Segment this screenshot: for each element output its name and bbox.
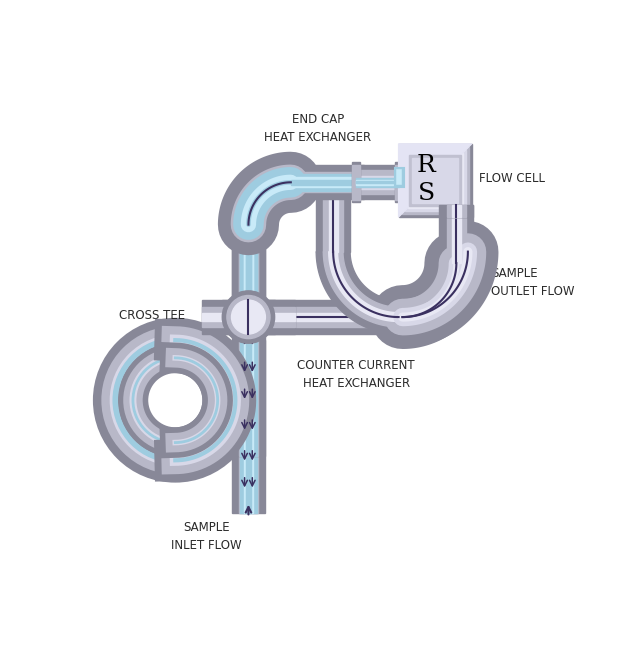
- Bar: [356, 170, 399, 194]
- Bar: [316, 198, 350, 251]
- Bar: [246, 340, 250, 456]
- Text: R: R: [417, 154, 436, 177]
- Bar: [246, 225, 250, 317]
- Circle shape: [231, 300, 265, 334]
- Bar: [246, 225, 250, 317]
- Bar: [233, 300, 264, 334]
- Text: S: S: [418, 182, 435, 205]
- Bar: [265, 300, 402, 334]
- Bar: [356, 165, 399, 199]
- Bar: [242, 300, 255, 334]
- Bar: [399, 144, 472, 217]
- Bar: [240, 225, 257, 317]
- Text: END CAP
HEAT EXCHANGER: END CAP HEAT EXCHANGER: [264, 113, 371, 144]
- Bar: [202, 307, 294, 327]
- Bar: [239, 340, 259, 456]
- Bar: [244, 225, 253, 317]
- Bar: [244, 340, 253, 456]
- Bar: [265, 313, 402, 321]
- Polygon shape: [323, 251, 399, 327]
- Bar: [291, 180, 364, 185]
- Bar: [446, 206, 466, 263]
- Bar: [244, 225, 253, 317]
- Bar: [452, 206, 461, 217]
- Bar: [239, 225, 259, 317]
- Bar: [231, 340, 265, 456]
- Bar: [291, 178, 364, 187]
- Bar: [412, 157, 458, 203]
- Bar: [202, 300, 294, 334]
- Polygon shape: [329, 251, 399, 321]
- Bar: [356, 180, 399, 185]
- Bar: [408, 153, 463, 208]
- Bar: [329, 198, 337, 251]
- Bar: [222, 300, 275, 334]
- Bar: [356, 178, 399, 187]
- Bar: [265, 307, 402, 327]
- Circle shape: [227, 296, 270, 339]
- Bar: [405, 150, 466, 211]
- Circle shape: [222, 291, 275, 343]
- Text: CROSS TEE: CROSS TEE: [119, 309, 185, 322]
- Bar: [202, 313, 294, 321]
- Bar: [231, 225, 265, 317]
- Bar: [452, 206, 461, 263]
- Bar: [240, 340, 257, 456]
- Bar: [244, 317, 254, 513]
- Bar: [239, 317, 259, 513]
- Bar: [446, 206, 466, 217]
- Bar: [323, 198, 343, 251]
- Polygon shape: [316, 251, 399, 334]
- Bar: [240, 225, 257, 317]
- Bar: [244, 317, 253, 513]
- Bar: [244, 340, 254, 456]
- Text: SAMPLE
INLET FLOW: SAMPLE INLET FLOW: [170, 521, 241, 552]
- Polygon shape: [399, 144, 472, 217]
- Text: FLOW CELL: FLOW CELL: [479, 172, 546, 185]
- Bar: [291, 174, 364, 191]
- Bar: [239, 225, 259, 317]
- Bar: [291, 172, 364, 192]
- Bar: [402, 147, 469, 214]
- Bar: [440, 206, 473, 217]
- Circle shape: [151, 375, 200, 425]
- Bar: [409, 155, 461, 206]
- Bar: [352, 165, 360, 200]
- Bar: [246, 317, 250, 513]
- Bar: [244, 225, 254, 317]
- Bar: [356, 176, 399, 189]
- Bar: [291, 165, 364, 199]
- Bar: [395, 163, 402, 202]
- Bar: [291, 178, 364, 187]
- Bar: [352, 163, 360, 202]
- Bar: [395, 165, 402, 200]
- Bar: [356, 182, 399, 183]
- Bar: [440, 206, 473, 263]
- Text: SAMPLE
OUTLET FLOW: SAMPLE OUTLET FLOW: [491, 267, 575, 298]
- Bar: [231, 317, 265, 513]
- Text: COUNTER CURRENT
HEAT EXCHANGER: COUNTER CURRENT HEAT EXCHANGER: [298, 359, 415, 390]
- Bar: [244, 225, 254, 317]
- Bar: [240, 317, 257, 513]
- Bar: [231, 225, 265, 317]
